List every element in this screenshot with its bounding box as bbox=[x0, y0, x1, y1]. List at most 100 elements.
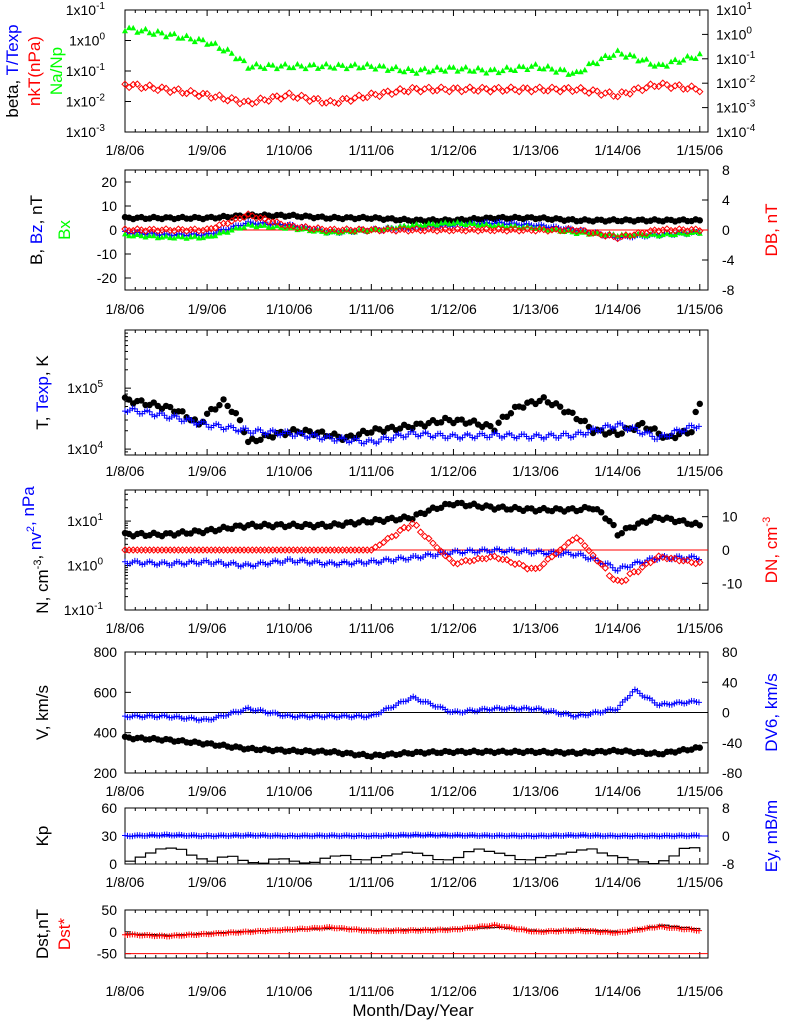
data-point bbox=[289, 222, 298, 230]
x-tick-label: 1/15/06 bbox=[676, 142, 723, 158]
data-point bbox=[244, 210, 252, 218]
data-point bbox=[454, 218, 461, 225]
data-point bbox=[417, 66, 424, 73]
data-point bbox=[612, 423, 619, 430]
data-point bbox=[286, 64, 293, 71]
data-point bbox=[626, 569, 634, 578]
data-point bbox=[601, 232, 610, 240]
y2-tick-label: 0 bbox=[722, 542, 730, 558]
data-point bbox=[535, 564, 544, 572]
data-point bbox=[146, 232, 153, 239]
data-point bbox=[379, 88, 388, 96]
data-point bbox=[412, 225, 421, 233]
data-point bbox=[138, 232, 145, 239]
y-tick-label: 1x10-2 bbox=[66, 93, 106, 110]
data-point bbox=[519, 561, 527, 570]
data-point bbox=[626, 232, 634, 240]
data-point bbox=[224, 402, 231, 410]
data-point bbox=[150, 31, 157, 37]
data-point bbox=[260, 96, 269, 104]
panel-Kp: 1/8/06 1/9/06 1/10/06 1/11/06 1/12/06 1/13/06… bbox=[33, 800, 781, 890]
data-point bbox=[606, 517, 613, 525]
data-point bbox=[249, 63, 256, 70]
y2-axis-label: DV6, km/s bbox=[762, 673, 781, 751]
data-point bbox=[672, 56, 679, 63]
data-point bbox=[323, 60, 330, 67]
data-point bbox=[507, 222, 514, 229]
data-point bbox=[572, 227, 581, 235]
data-point bbox=[470, 68, 477, 74]
data-point bbox=[261, 222, 268, 228]
data-point bbox=[429, 220, 436, 227]
y-axis-Dst: -50 0 50 bbox=[97, 902, 131, 962]
data-point bbox=[137, 226, 146, 234]
y-tick-label: 1x100 bbox=[69, 32, 105, 49]
y2-tick-label: 1x10-2 bbox=[716, 74, 756, 91]
data-point bbox=[655, 61, 662, 67]
data-point bbox=[671, 82, 679, 90]
data-point bbox=[195, 92, 203, 101]
data-point bbox=[695, 927, 702, 934]
data-point bbox=[208, 233, 215, 239]
data-point bbox=[425, 83, 433, 92]
data-point bbox=[154, 234, 161, 241]
data-point bbox=[475, 64, 482, 71]
x-tick-label: 1/15/06 bbox=[676, 783, 723, 799]
y-tick-label: 200 bbox=[94, 765, 118, 781]
data-point bbox=[499, 226, 507, 234]
data-point bbox=[224, 229, 231, 235]
data-point bbox=[442, 219, 449, 225]
data-point bbox=[130, 24, 137, 31]
data-point bbox=[290, 64, 297, 71]
data-point bbox=[191, 233, 198, 239]
data-point bbox=[499, 67, 506, 74]
data-point bbox=[577, 68, 584, 75]
data-point bbox=[273, 222, 280, 229]
data-point bbox=[421, 222, 428, 228]
data-point bbox=[466, 83, 474, 91]
data-point bbox=[142, 25, 149, 32]
data-point bbox=[675, 81, 683, 89]
y-tick-label: -50 bbox=[97, 946, 117, 962]
data-point bbox=[695, 423, 702, 430]
data-point bbox=[614, 47, 621, 53]
data-point bbox=[597, 560, 605, 568]
data-point bbox=[342, 225, 351, 233]
x-axis-Kp: 1/8/06 1/9/06 1/10/06 1/11/06 1/12/06 1/13/06… bbox=[106, 808, 723, 890]
data-point bbox=[680, 57, 687, 63]
data-point bbox=[552, 225, 560, 233]
y2-tick-label: 1x10-1 bbox=[716, 50, 756, 67]
data-point bbox=[249, 222, 256, 228]
data-point bbox=[375, 541, 384, 549]
data-point bbox=[319, 63, 326, 70]
data-point bbox=[281, 92, 289, 100]
data-point bbox=[696, 217, 703, 224]
data-point bbox=[371, 90, 380, 99]
data-point bbox=[610, 521, 617, 529]
data-point bbox=[404, 88, 412, 96]
data-point bbox=[359, 225, 367, 234]
data-point bbox=[676, 59, 683, 65]
data-point bbox=[375, 92, 384, 101]
data-point bbox=[125, 396, 133, 403]
data-point bbox=[421, 65, 428, 71]
data-point bbox=[388, 226, 396, 234]
data-point bbox=[232, 95, 240, 104]
data-point bbox=[441, 85, 449, 94]
data-point bbox=[560, 543, 569, 551]
data-point bbox=[425, 220, 432, 226]
data-point bbox=[342, 94, 351, 103]
data-point bbox=[594, 60, 601, 67]
data-point bbox=[236, 55, 243, 61]
y-axis-T: 1x104 1x105 bbox=[67, 332, 131, 457]
data-point bbox=[241, 224, 248, 230]
data-point bbox=[663, 230, 670, 236]
y-tick-label: 1x105 bbox=[67, 379, 103, 396]
data-point bbox=[138, 27, 145, 34]
data-point bbox=[642, 84, 651, 92]
data-point bbox=[122, 230, 128, 237]
data-point bbox=[663, 63, 670, 69]
x-tick-label: 1/10/06 bbox=[266, 463, 313, 479]
data-point bbox=[232, 224, 239, 231]
